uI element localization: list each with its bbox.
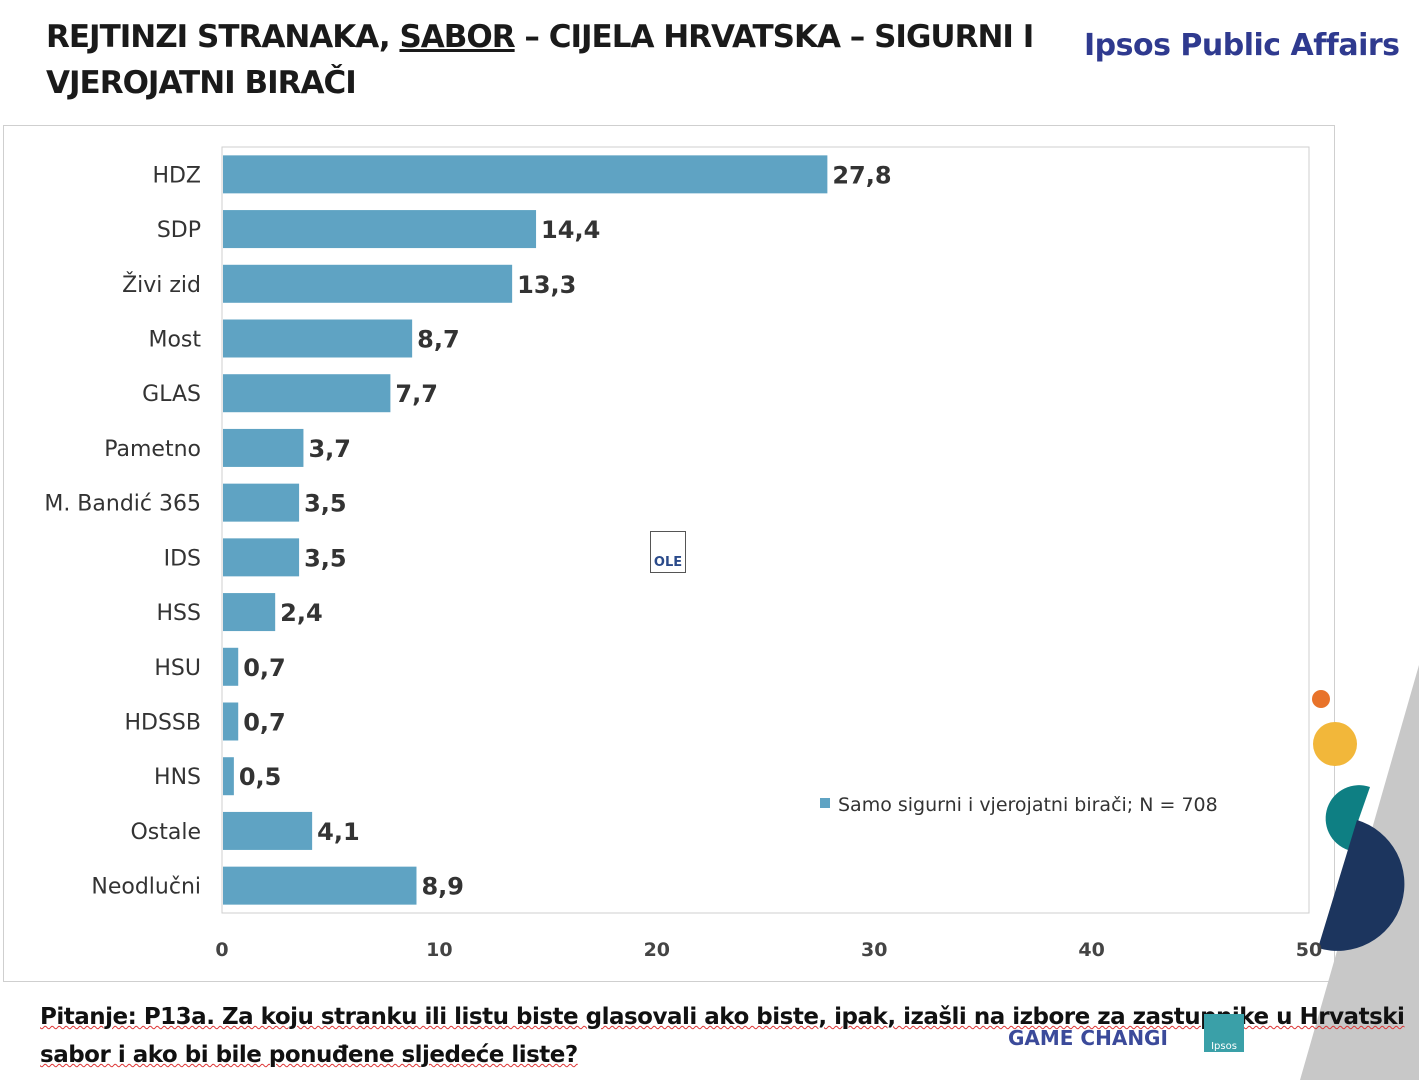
- data-label: 3,7: [308, 435, 351, 463]
- data-label: 4,1: [317, 818, 360, 846]
- category-label: HSS: [157, 601, 201, 626]
- data-label: 13,3: [517, 271, 576, 299]
- title-underlined: SABOR: [399, 19, 515, 55]
- x-tick-label: 20: [644, 939, 670, 961]
- data-label: 27,8: [832, 161, 891, 189]
- bar: [223, 811, 313, 850]
- data-label: 0,5: [239, 763, 282, 791]
- x-tick-label: 10: [426, 939, 452, 961]
- category-label: Ostale: [130, 820, 201, 845]
- data-label: 14,4: [541, 216, 600, 244]
- x-tick-label: 30: [861, 939, 887, 961]
- data-label: 2,4: [280, 599, 323, 627]
- bar: [223, 374, 391, 413]
- yellow-dot: [1313, 722, 1357, 766]
- bar: [223, 264, 513, 303]
- bar-chart: HDZ 27,8 SDP 14,4 Živi zid 13,3 Most 8,7 GLAS 7,7…: [44, 146, 1322, 961]
- legend-swatch: [820, 798, 830, 808]
- data-label: 0,7: [243, 654, 286, 682]
- x-tick-label: 50: [1296, 939, 1322, 961]
- tagline: GAME CHANGI: [1008, 1026, 1168, 1050]
- category-label: HDSSB: [124, 711, 201, 736]
- page-title: REJTINZI STRANAKA, SABOR – CIJELA HRVATS…: [46, 14, 1046, 106]
- question-text: Pitanje: P13a. Za koju stranku ili listu…: [40, 1004, 1405, 1068]
- bar: [223, 538, 300, 577]
- category-label: SDP: [157, 218, 201, 243]
- category-label: Most: [148, 328, 201, 353]
- bar: [223, 210, 537, 249]
- navy-shape: [1318, 820, 1405, 951]
- category-label: HSU: [154, 656, 201, 681]
- ipsos-logo: Ipsos: [1204, 1014, 1244, 1052]
- category-label: Pametno: [104, 437, 201, 462]
- bar: [223, 319, 413, 358]
- data-label: 0,7: [243, 709, 286, 737]
- bar: [223, 702, 239, 741]
- bar: [223, 428, 304, 467]
- bar: [223, 647, 239, 686]
- chart-frame: [3, 125, 1335, 982]
- plot-area: [221, 146, 1310, 914]
- legend-label: Samo sigurni i vjerojatni birači; N = 70…: [838, 794, 1218, 816]
- category-label: HNS: [154, 765, 201, 790]
- data-label: 7,7: [395, 380, 438, 408]
- title-text-2: – CIJELA HRVATSKA – SIGURNI I VJEROJATNI…: [46, 19, 1034, 101]
- data-label: 3,5: [304, 544, 347, 572]
- bar: [223, 866, 417, 905]
- data-label: 8,7: [417, 326, 460, 354]
- category-label: IDS: [164, 546, 201, 571]
- bar: [223, 593, 276, 632]
- category-label: M. Bandić 365: [44, 492, 201, 517]
- x-tick-label: 0: [215, 939, 228, 961]
- title-text: REJTINZI STRANAKA,: [46, 19, 400, 55]
- x-tick-label: 40: [1078, 939, 1104, 961]
- bar: [223, 757, 234, 796]
- category-label: Neodlučni: [91, 875, 201, 900]
- category-label: Živi zid: [122, 272, 201, 298]
- brand-logo-text: Ipsos Public Affairs: [1084, 28, 1400, 63]
- bar: [223, 155, 828, 194]
- data-label: 8,9: [421, 873, 464, 901]
- category-label: GLAS: [142, 382, 201, 407]
- ole-object-icon[interactable]: OLE: [650, 531, 686, 573]
- teal-shape: [1325, 785, 1370, 850]
- category-label: HDZ: [152, 163, 201, 188]
- orange-dot: [1312, 690, 1330, 708]
- data-label: 3,5: [304, 490, 347, 518]
- bar: [223, 483, 300, 522]
